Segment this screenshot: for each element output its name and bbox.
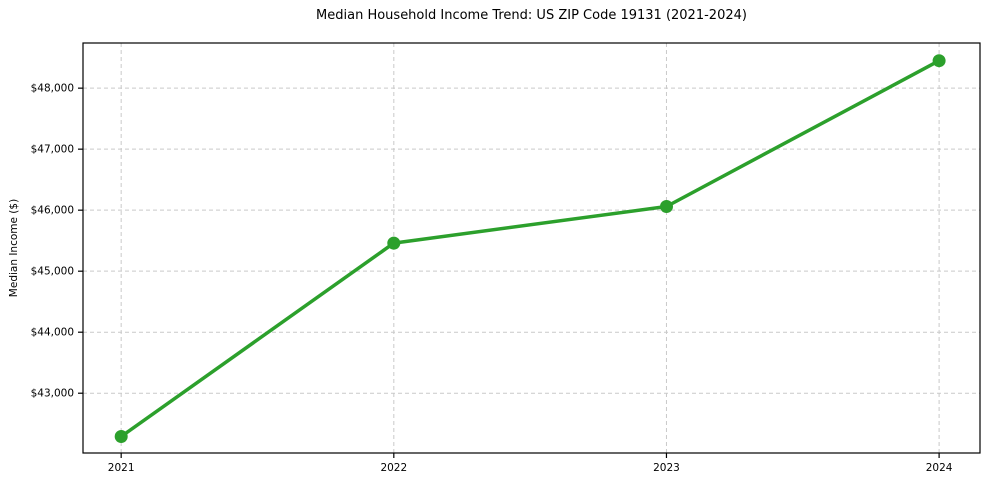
plot-border bbox=[82, 42, 981, 454]
series-line bbox=[119, 58, 941, 439]
chart-title: Median Household Income Trend: US ZIP Co… bbox=[316, 8, 747, 23]
y-tick-label: $43,000 bbox=[31, 388, 74, 400]
data-point-marker bbox=[387, 236, 401, 250]
y-tick-label: $48,000 bbox=[31, 83, 74, 95]
y-tick-label: $44,000 bbox=[31, 327, 74, 339]
x-tick-label: 2024 bbox=[926, 462, 953, 474]
y-tick-label: $46,000 bbox=[31, 205, 74, 217]
y-tick-label: $45,000 bbox=[31, 266, 74, 278]
data-point-marker bbox=[932, 54, 946, 68]
data-point-marker bbox=[660, 200, 673, 213]
y-tick-label: $47,000 bbox=[31, 144, 74, 156]
x-tick-label: 2022 bbox=[380, 462, 407, 474]
x-tick-label: 2023 bbox=[653, 462, 680, 474]
data-point-marker bbox=[114, 430, 128, 443]
x-tick-label: 2021 bbox=[108, 462, 135, 474]
